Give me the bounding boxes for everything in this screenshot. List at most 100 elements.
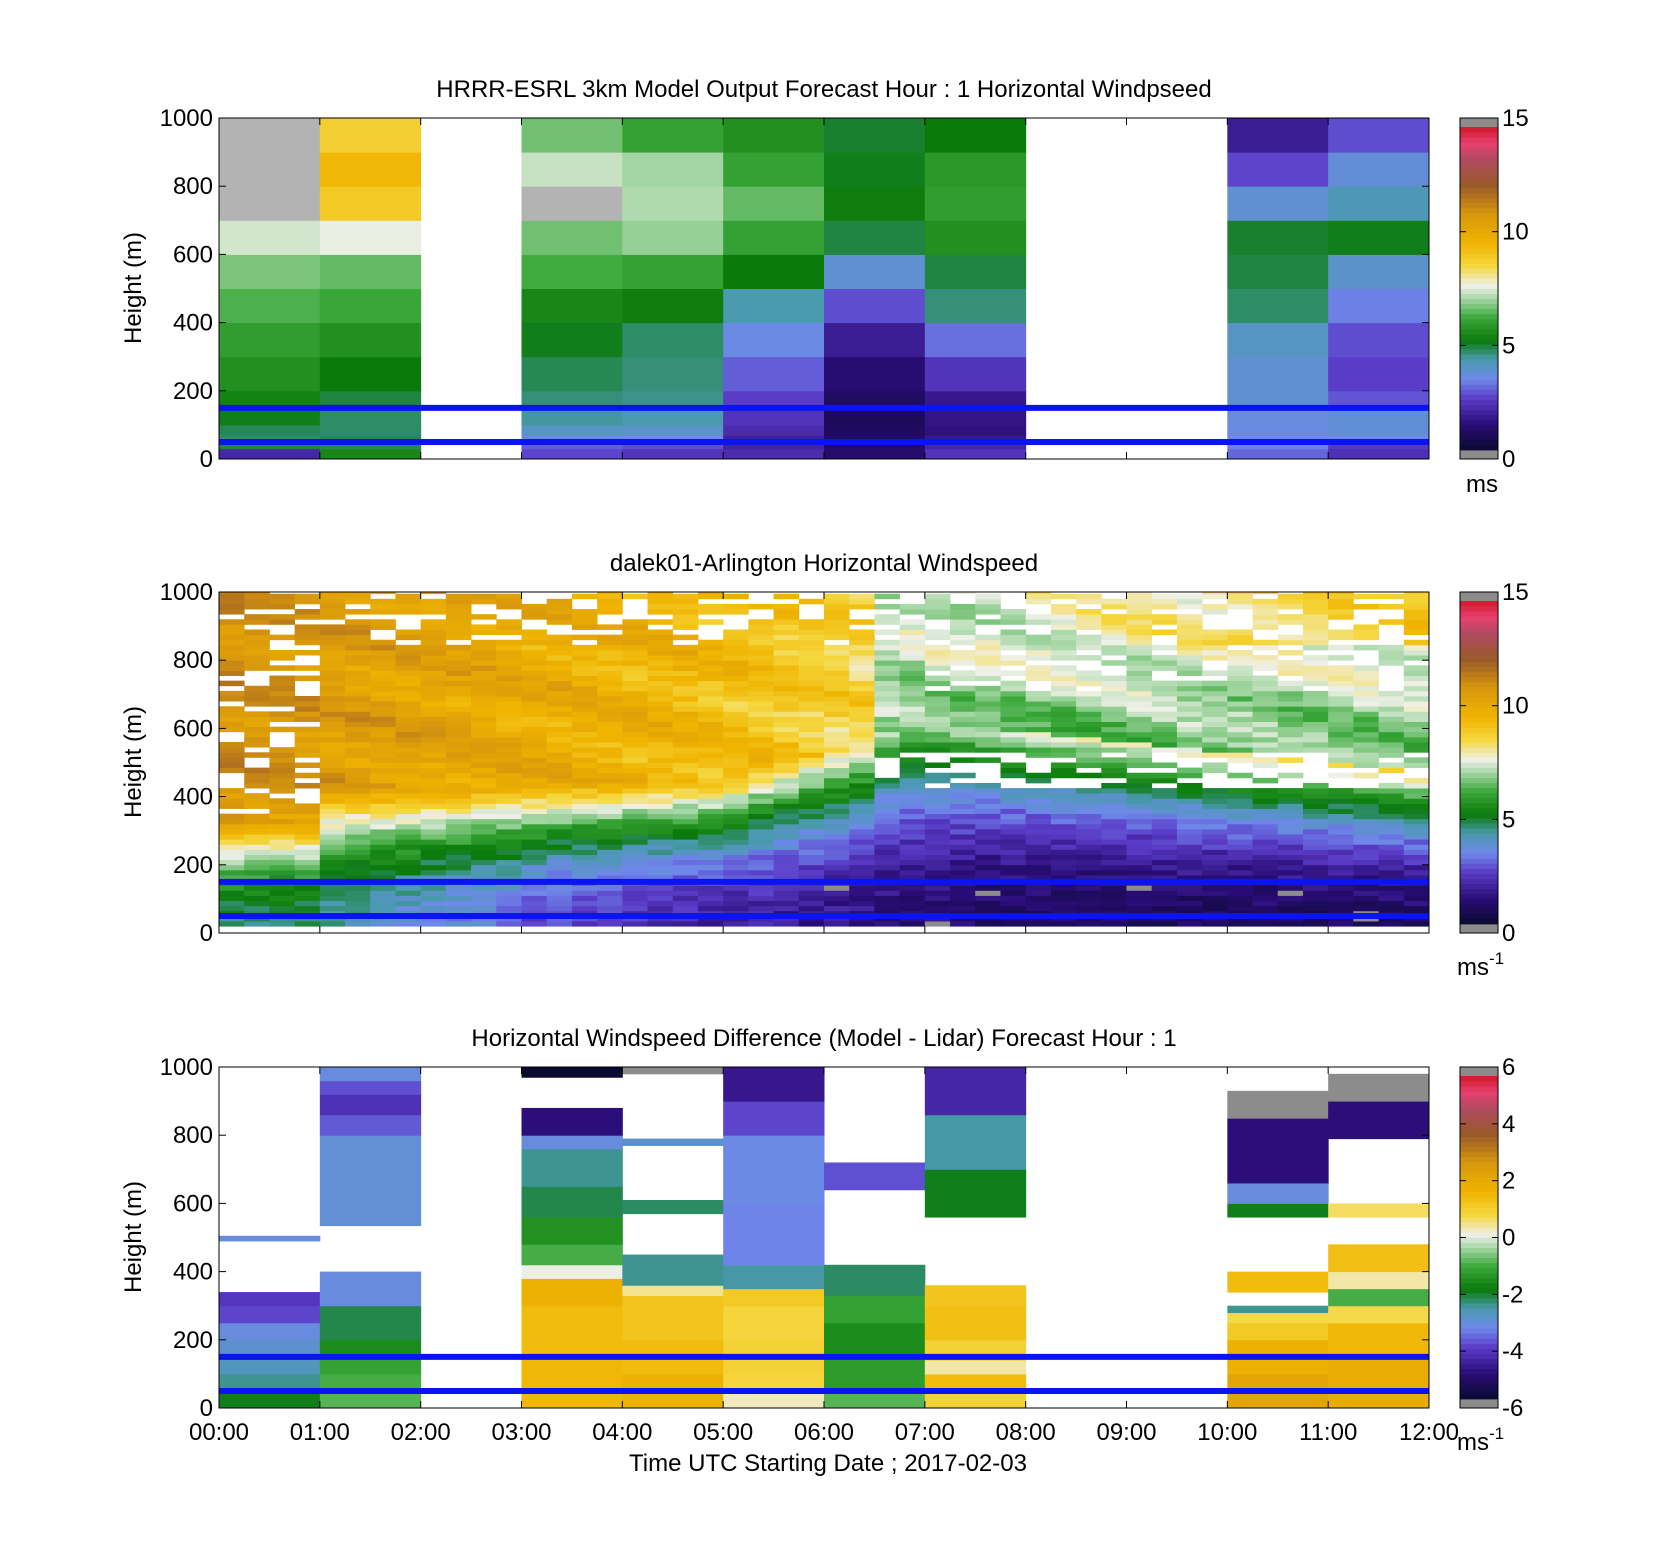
heatmap-cell bbox=[1025, 665, 1052, 671]
heatmap-cell bbox=[219, 1292, 321, 1307]
heatmap-cell bbox=[1378, 803, 1405, 809]
heatmap-cell bbox=[1302, 701, 1329, 707]
heatmap-cell bbox=[723, 390, 825, 409]
heatmap-cell bbox=[1277, 875, 1304, 881]
heatmap-cell bbox=[899, 639, 926, 646]
colorbar-step bbox=[1460, 1237, 1498, 1243]
heatmap-cell bbox=[1252, 762, 1279, 769]
heatmap-cell bbox=[697, 869, 724, 876]
heatmap-cell bbox=[622, 1295, 724, 1341]
heatmap-cell bbox=[647, 813, 674, 820]
heatmap-cell bbox=[1000, 895, 1027, 902]
heatmap-cell bbox=[1328, 665, 1354, 671]
y-axis-label: Height (m) bbox=[120, 1181, 147, 1293]
heatmap-cell bbox=[471, 696, 497, 702]
heatmap-cell bbox=[1076, 895, 1102, 902]
heatmap-cell bbox=[1151, 869, 1178, 876]
heatmap-cell bbox=[924, 844, 951, 850]
heatmap-cell bbox=[950, 660, 976, 666]
heatmap-cell bbox=[950, 808, 976, 815]
heatmap-cell bbox=[874, 711, 901, 717]
heatmap-cell bbox=[824, 701, 850, 707]
heatmap-cell bbox=[672, 624, 699, 630]
heatmap-cell bbox=[924, 1305, 1027, 1341]
heatmap-cell bbox=[1025, 644, 1052, 651]
heatmap-cell bbox=[345, 655, 371, 661]
heatmap-cell bbox=[1277, 864, 1304, 871]
heatmap-cell bbox=[1126, 603, 1153, 610]
colorbar-step bbox=[1460, 1176, 1498, 1183]
heatmap-cell bbox=[1252, 716, 1279, 722]
heatmap-cell bbox=[950, 706, 976, 712]
heatmap-cell bbox=[521, 407, 623, 426]
heatmap-cell bbox=[597, 869, 623, 876]
heatmap-cell bbox=[950, 900, 976, 907]
heatmap-cell bbox=[597, 685, 623, 692]
heatmap-cell bbox=[723, 593, 749, 600]
heatmap-cell bbox=[269, 680, 296, 687]
heatmap-cell bbox=[672, 649, 699, 656]
heatmap-cell bbox=[647, 619, 674, 625]
heatmap-cell bbox=[824, 288, 926, 324]
heatmap-cell bbox=[244, 803, 270, 809]
heatmap-cell bbox=[496, 808, 522, 815]
colorbar-step bbox=[1460, 1277, 1498, 1284]
heatmap-cell bbox=[697, 655, 724, 661]
heatmap-cell bbox=[824, 670, 850, 676]
heatmap-cell bbox=[1353, 905, 1379, 912]
heatmap-cell bbox=[1252, 701, 1279, 707]
heatmap-cell bbox=[798, 706, 825, 712]
heatmap-cell bbox=[521, 788, 548, 794]
heatmap-cell bbox=[824, 118, 926, 153]
heatmap-cell bbox=[445, 767, 472, 774]
heatmap-cell bbox=[1126, 706, 1153, 712]
colorbar-step bbox=[1460, 344, 1498, 350]
heatmap-cell bbox=[647, 665, 674, 671]
heatmap-cell bbox=[950, 609, 976, 615]
heatmap-cell bbox=[546, 793, 573, 799]
heatmap-cell bbox=[370, 895, 396, 902]
heatmap-cell bbox=[1126, 813, 1153, 820]
heatmap-cell bbox=[1353, 711, 1379, 717]
heatmap-cell bbox=[697, 839, 724, 845]
heatmap-cell bbox=[1101, 634, 1127, 641]
heatmap-cell bbox=[1328, 818, 1354, 825]
heatmap-cell bbox=[1202, 869, 1228, 876]
heatmap-cell bbox=[1050, 859, 1077, 866]
heatmap-cell bbox=[1176, 629, 1203, 636]
colorbar-step bbox=[1460, 661, 1498, 668]
heatmap-cell bbox=[269, 921, 296, 927]
heatmap-cell bbox=[471, 895, 497, 902]
heatmap-cell bbox=[496, 711, 522, 717]
heatmap-cell bbox=[1000, 767, 1027, 774]
heatmap-cell bbox=[672, 813, 699, 820]
heatmap-cell bbox=[824, 356, 926, 392]
heatmap-cell bbox=[924, 441, 1027, 450]
heatmap-cell bbox=[370, 592, 396, 595]
heatmap-cell bbox=[647, 829, 674, 835]
heatmap-cell bbox=[1050, 849, 1077, 855]
colorbar-step bbox=[1460, 1202, 1498, 1208]
heatmap-cell bbox=[496, 839, 522, 845]
heatmap-cell bbox=[496, 803, 522, 809]
heatmap-cell bbox=[219, 288, 321, 324]
heatmap-cell bbox=[1101, 649, 1127, 656]
heatmap-cell bbox=[1025, 829, 1052, 835]
heatmap-cell bbox=[1000, 634, 1027, 641]
heatmap-cell bbox=[849, 890, 875, 896]
heatmap-cell bbox=[1126, 680, 1153, 687]
heatmap-cell bbox=[521, 818, 548, 825]
heatmap-cell bbox=[824, 680, 850, 687]
heatmap-cell bbox=[773, 869, 800, 876]
colorbar-step bbox=[1460, 671, 1498, 678]
heatmap-cell bbox=[395, 864, 422, 871]
heatmap-cell bbox=[849, 696, 875, 702]
heatmap-cell bbox=[471, 716, 497, 722]
heatmap-cell bbox=[521, 869, 548, 876]
colorbar-step bbox=[1460, 157, 1498, 163]
heatmap-cell bbox=[1050, 772, 1077, 779]
heatmap-cell bbox=[1328, 680, 1354, 687]
heatmap-cell bbox=[1202, 680, 1228, 687]
heatmap-cell bbox=[1101, 854, 1127, 861]
heatmap-cell bbox=[1126, 592, 1153, 595]
